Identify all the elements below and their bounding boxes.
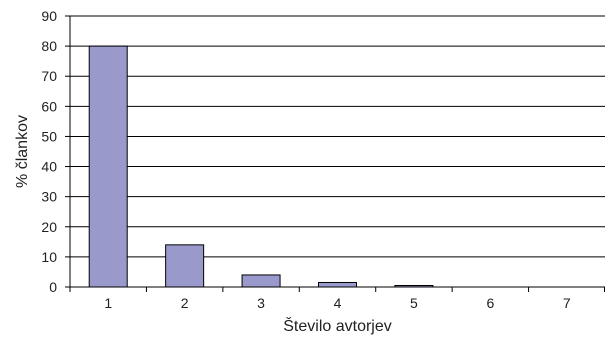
x-tick-label: 7 [563,295,571,311]
bar-3 [241,274,281,288]
y-tick-label: 30 [41,189,57,205]
bar-4 [318,281,357,288]
y-tick-label: 10 [41,249,57,265]
gridlines [70,15,605,258]
y-tick-label: 80 [41,38,57,54]
bars [88,45,434,288]
x-tick-label: 3 [257,295,265,311]
bar-1 [88,45,128,288]
x-tick-labels: 1 2 3 4 5 6 7 [69,287,605,311]
y-tick-label: 70 [41,68,57,84]
y-tick-label: 60 [41,98,57,114]
y-tick-label: 40 [41,159,57,175]
y-tick-label: 50 [41,128,57,144]
x-tick-label: 2 [181,295,189,311]
x-tick-label: 5 [410,295,418,311]
y-tick-label: 20 [41,219,57,235]
x-tick-label: 6 [486,295,494,311]
bar-2 [165,244,205,288]
y-tick-label: 90 [41,8,57,24]
y-tick-label: 0 [49,279,57,295]
y-tick-labels: 0 10 20 30 40 50 60 70 80 90 [41,8,70,295]
x-tick-label: 4 [334,295,342,311]
x-axis-title: Število avtorjev [283,316,392,335]
y-axis-title: % člankov [14,115,31,188]
axes [69,16,605,288]
x-tick-label: 1 [104,295,112,311]
